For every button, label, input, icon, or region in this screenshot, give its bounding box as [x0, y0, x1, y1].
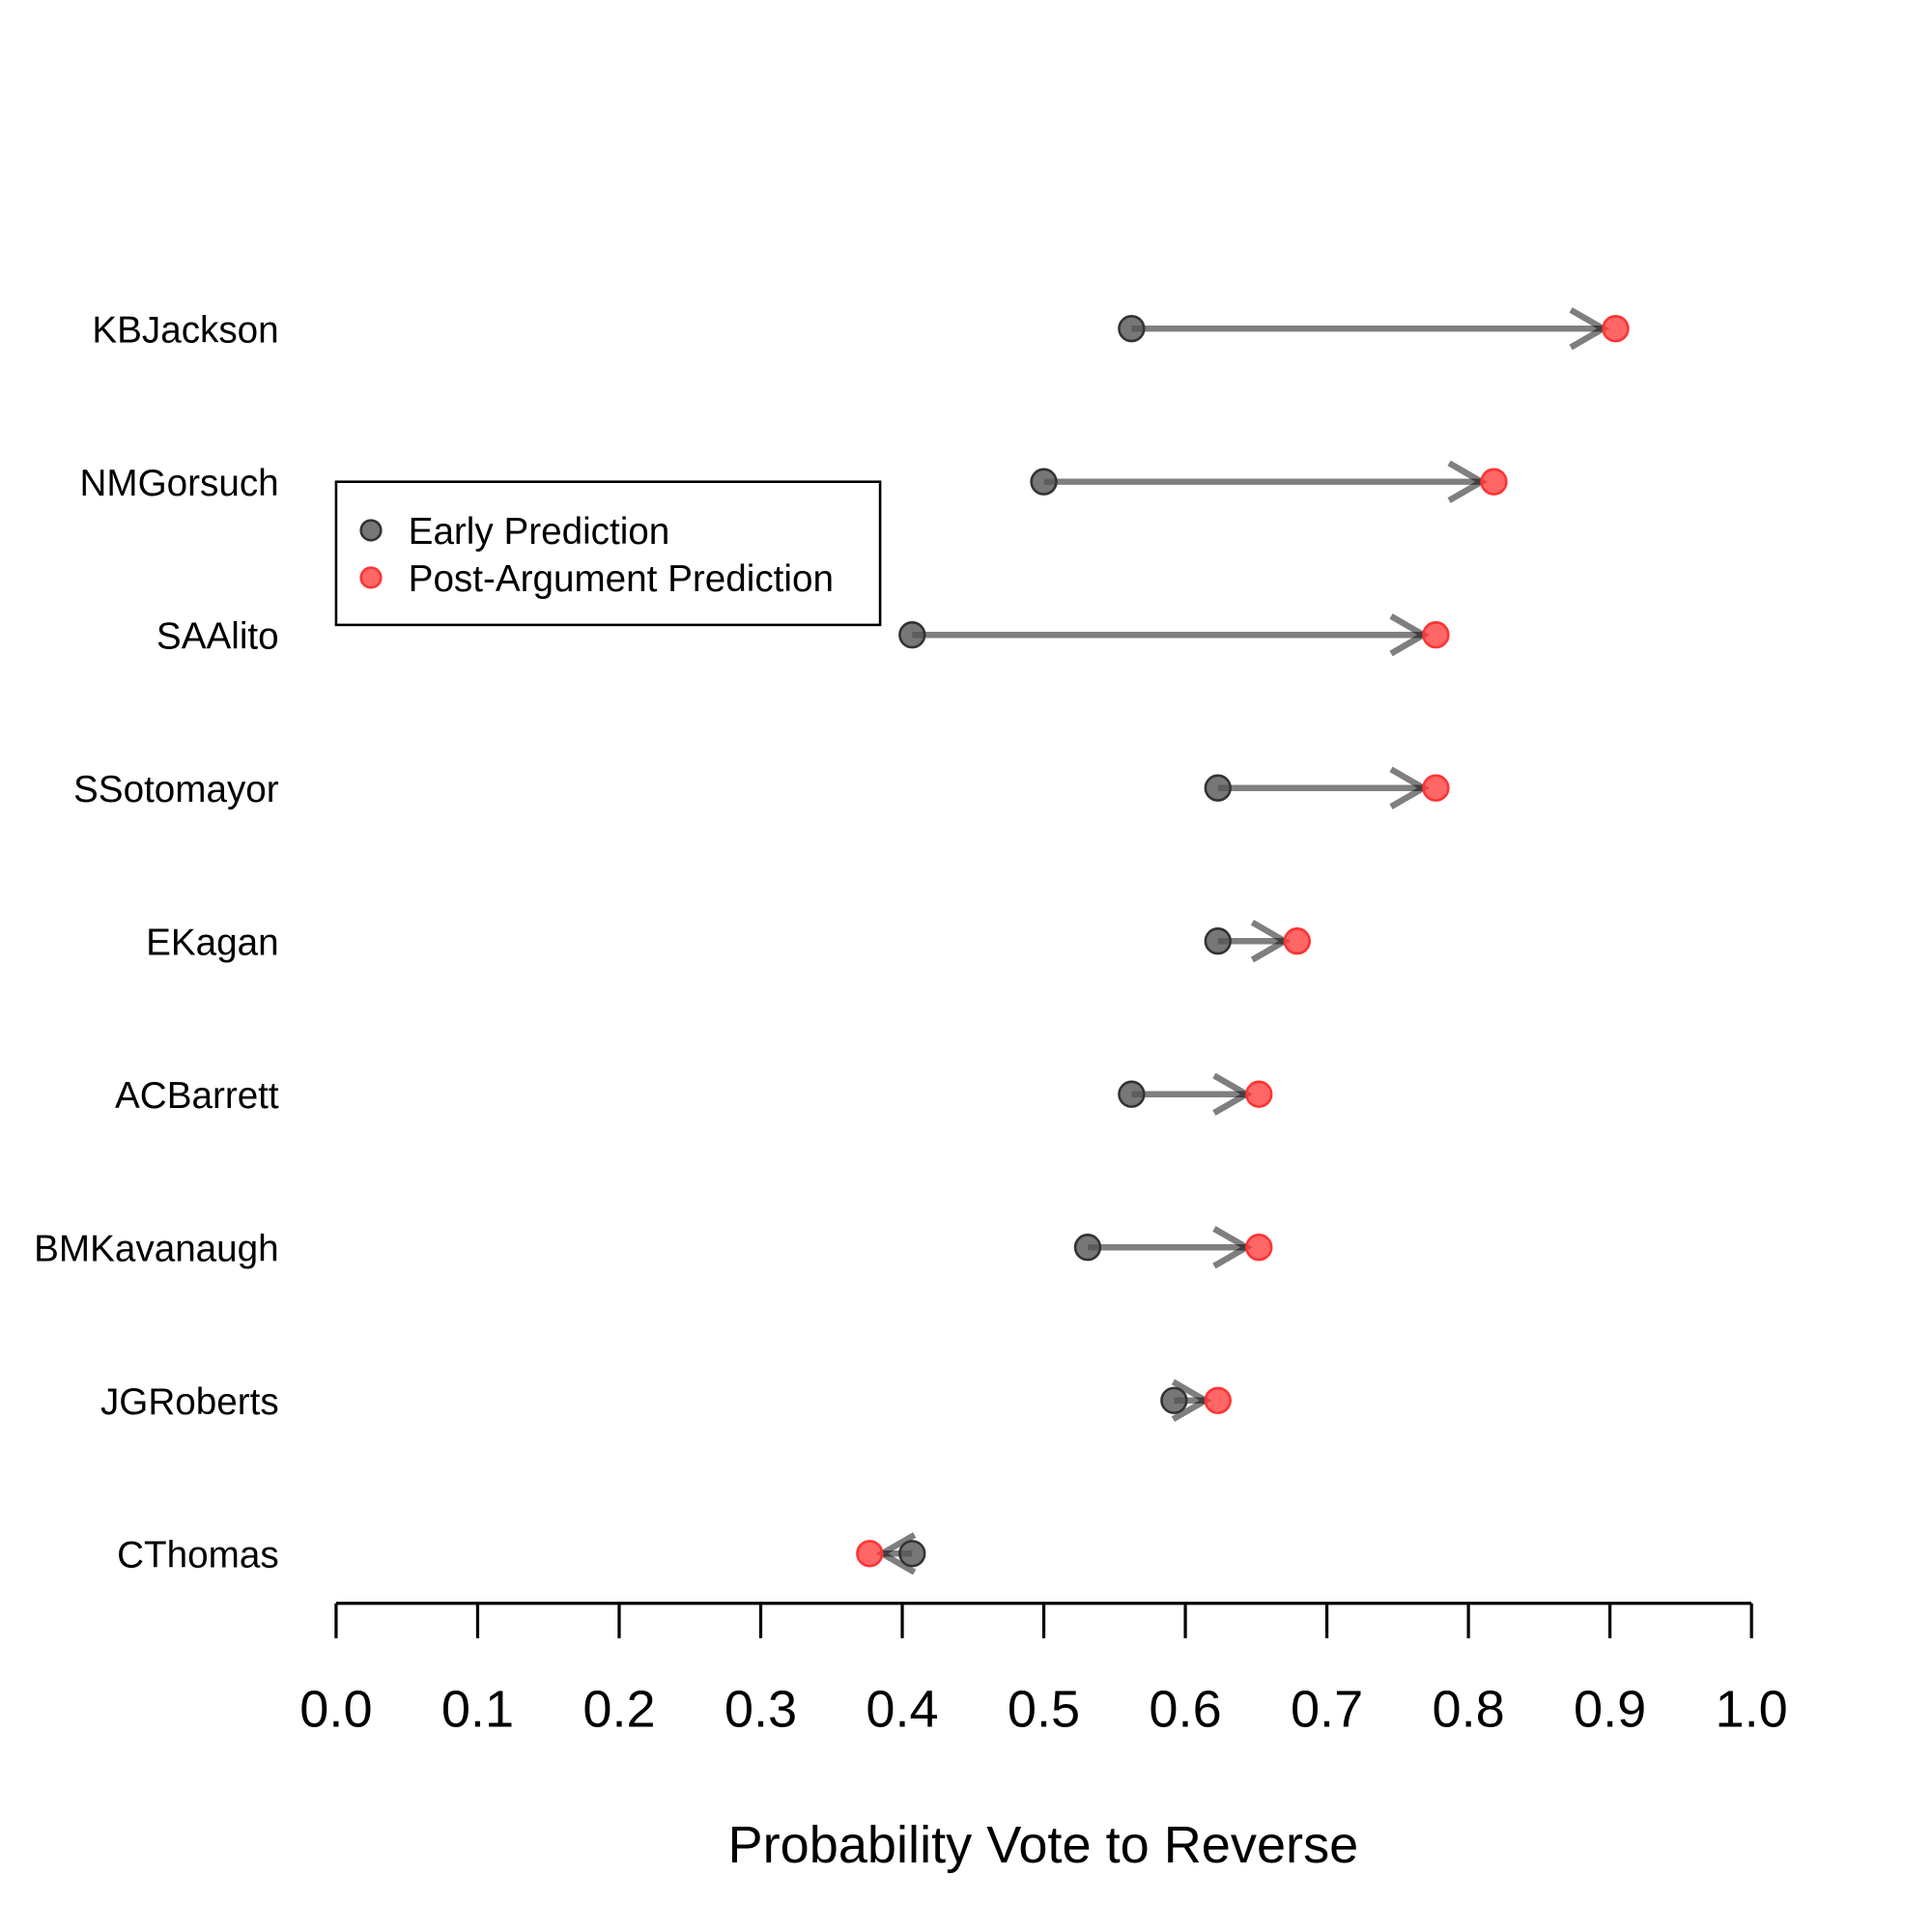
legend: Early Prediction Post-Argument Predictio… — [334, 480, 882, 627]
arrow — [1131, 307, 1610, 351]
x-tick-label: 0.1 — [441, 1680, 514, 1738]
x-tick-label: 0.8 — [1432, 1680, 1504, 1738]
early-point — [1160, 1386, 1188, 1414]
x-tick-label: 0.4 — [866, 1680, 938, 1738]
plot-area: KBJackson NMGorsuch SAAlito SSotomayor EKaga… — [34, 307, 1630, 1576]
post-point — [1422, 774, 1450, 802]
y-tick-label: SAAlito — [156, 615, 279, 657]
y-tick-label: EKagan — [146, 922, 279, 963]
y-tick-label: JGRoberts — [100, 1381, 279, 1423]
legend-marker-early — [359, 519, 383, 542]
early-point — [1030, 468, 1058, 496]
early-point — [1118, 315, 1146, 343]
x-tick-label: 0.9 — [1574, 1680, 1646, 1738]
legend-box — [334, 480, 882, 627]
y-tick-label: NMGorsuch — [80, 463, 279, 504]
y-tick-label: BMKavanaugh — [34, 1228, 278, 1269]
y-tick-label: KBJackson — [92, 309, 278, 351]
early-point — [1073, 1234, 1102, 1262]
x-tick-label: 0.2 — [582, 1680, 655, 1738]
post-point — [1480, 468, 1508, 496]
early-point — [1118, 1080, 1146, 1108]
arrow — [1217, 766, 1430, 810]
early-point — [898, 1540, 926, 1568]
x-tick-label: 0.5 — [1008, 1680, 1080, 1738]
y-tick-label: ACBarrett — [115, 1075, 279, 1117]
post-point — [1283, 927, 1311, 955]
post-point — [1245, 1080, 1273, 1108]
x-tick-label: 0.7 — [1291, 1680, 1363, 1738]
post-point — [1602, 315, 1630, 343]
arrow — [1043, 460, 1489, 503]
early-point — [1204, 927, 1232, 955]
legend-marker-post — [359, 566, 383, 589]
y-tick-label: SSotomayor — [73, 769, 279, 810]
x-axis: 0.0 0.1 0.2 0.3 0.4 0.5 0.6 0.7 0.8 0.9 1.0 — [299, 1602, 1788, 1738]
arrow — [912, 613, 1430, 657]
x-tick-label: 0.3 — [724, 1680, 797, 1738]
post-point — [1204, 1386, 1232, 1414]
post-point — [1422, 621, 1450, 649]
early-point — [898, 621, 926, 649]
arrow — [1087, 1226, 1253, 1269]
x-axis-label: Probability Vote to Reverse — [728, 1816, 1359, 1874]
y-tick-label: CThomas — [117, 1534, 278, 1576]
legend-label-early: Early Prediction — [409, 511, 670, 553]
x-tick-label: 1.0 — [1716, 1680, 1788, 1738]
post-point — [1245, 1234, 1273, 1262]
x-tick-label: 0.6 — [1149, 1680, 1221, 1738]
post-point — [856, 1540, 884, 1568]
early-point — [1204, 774, 1232, 802]
legend-label-post: Post-Argument Prediction — [409, 558, 834, 600]
x-tick-label: 0.0 — [299, 1680, 372, 1738]
arrow — [1131, 1072, 1253, 1116]
